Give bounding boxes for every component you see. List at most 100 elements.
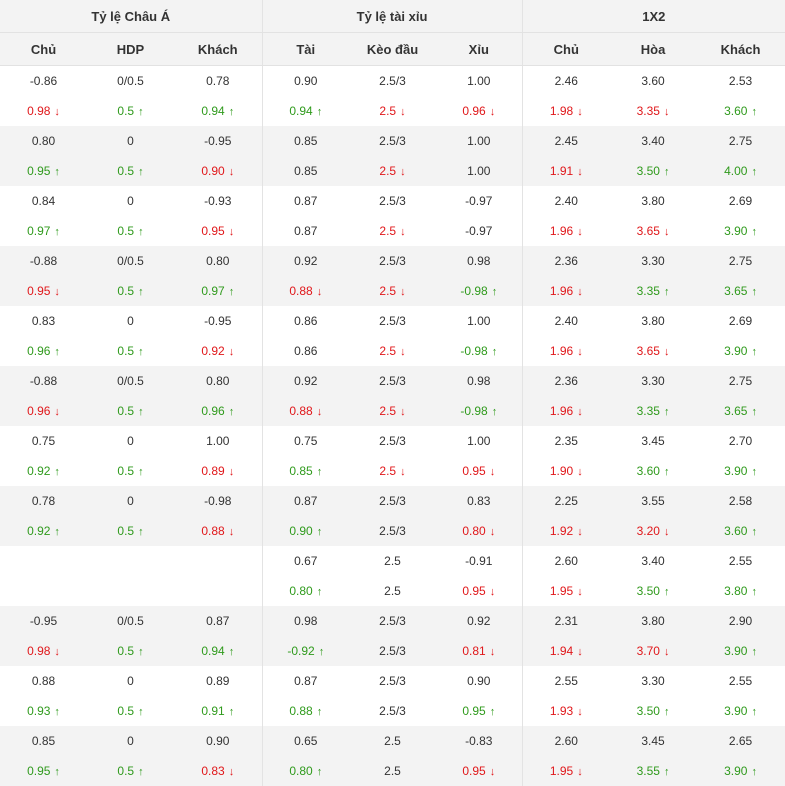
opening-cell-1x2-home: 2.36 — [522, 246, 610, 276]
opening-cell-under: 1.00 — [436, 306, 522, 336]
opening-cell-away — [174, 546, 262, 576]
arrow-up-icon: ↑ — [751, 586, 757, 598]
opening-cell-hdp: 0 — [87, 306, 174, 336]
opening-cell-home: 0.83 — [0, 306, 87, 336]
opening-cell-over: 0.65 — [262, 726, 349, 756]
opening-cell-hdp: 0 — [87, 186, 174, 216]
live-cell-1x2-away: 3.60↑ — [696, 516, 785, 546]
odds-value: 0.88 — [289, 704, 312, 718]
group-header-1x2: 1X2 — [522, 0, 785, 33]
live-cell-hdp: 0.5↑ — [87, 216, 174, 246]
arrow-up-icon: ↑ — [138, 346, 144, 358]
odds-value: 0.95 — [462, 584, 485, 598]
odds-value: 3.65 — [637, 344, 660, 358]
opening-cell-over: 0.86 — [262, 306, 349, 336]
table-row: 0.98↓0.5↑0.94↑0.94↑2.5↓0.96↓1.98↓3.35↓3.… — [0, 96, 785, 126]
live-cell-home: 0.96↑ — [0, 336, 87, 366]
odds-value: 0.80 — [289, 764, 312, 778]
arrow-up-icon: ↑ — [751, 106, 757, 118]
odds-value: 1.96 — [550, 224, 573, 238]
live-cell-1x2-away: 3.90↑ — [696, 336, 785, 366]
live-cell-home: 0.96↓ — [0, 396, 87, 426]
live-cell-1x2-away: 3.65↑ — [696, 396, 785, 426]
live-cell-home: 0.98↓ — [0, 636, 87, 666]
arrow-up-icon: ↑ — [138, 646, 144, 658]
opening-cell-1x2-away: 2.75 — [696, 246, 785, 276]
arrow-down-icon: ↓ — [229, 526, 235, 538]
live-cell-1x2-away: 3.90↑ — [696, 216, 785, 246]
odds-value: 0.96 — [462, 104, 485, 118]
live-cell-line: 2.5↓ — [349, 456, 436, 486]
odds-value: 3.35 — [637, 284, 660, 298]
arrow-down-icon: ↓ — [400, 106, 406, 118]
live-cell-hdp: 0.5↑ — [87, 396, 174, 426]
arrow-up-icon: ↑ — [138, 226, 144, 238]
opening-cell-hdp: 0 — [87, 486, 174, 516]
odds-value: 0.5 — [117, 104, 134, 118]
live-cell-home — [0, 576, 87, 606]
arrow-down-icon: ↓ — [577, 466, 583, 478]
odds-value: 3.35 — [637, 404, 660, 418]
opening-cell-1x2-home: 2.25 — [522, 486, 610, 516]
odds-value: 0.98 — [27, 644, 50, 658]
opening-cell-away: 0.87 — [174, 606, 262, 636]
odds-value: 3.80 — [724, 584, 747, 598]
live-cell-hdp: 0.5↑ — [87, 276, 174, 306]
odds-value: 2.5 — [379, 284, 396, 298]
arrow-down-icon: ↓ — [577, 166, 583, 178]
odds-value: 0.83 — [201, 764, 224, 778]
arrow-up-icon: ↑ — [664, 466, 670, 478]
opening-cell-1x2-away: 2.58 — [696, 486, 785, 516]
odds-value: 0.5 — [117, 764, 134, 778]
odds-value: 0.95 — [27, 284, 50, 298]
arrow-down-icon: ↓ — [54, 106, 60, 118]
odds-value: 1.94 — [550, 644, 573, 658]
opening-cell-over: 0.92 — [262, 246, 349, 276]
arrow-up-icon: ↑ — [664, 706, 670, 718]
opening-cell-home: 0.85 — [0, 726, 87, 756]
live-cell-over: 0.86 — [262, 336, 349, 366]
arrow-up-icon: ↑ — [492, 286, 498, 298]
live-cell-away: 0.91↑ — [174, 696, 262, 726]
live-cell-draw: 3.65↓ — [610, 216, 696, 246]
opening-cell-home: 0.84 — [0, 186, 87, 216]
odds-value: 0.92 — [27, 524, 50, 538]
live-cell-line: 2.5 — [349, 576, 436, 606]
live-cell-under: -0.98↑ — [436, 276, 522, 306]
arrow-down-icon: ↓ — [490, 646, 496, 658]
arrow-up-icon: ↑ — [138, 166, 144, 178]
opening-cell-line: 2.5/3 — [349, 186, 436, 216]
arrow-down-icon: ↓ — [229, 466, 235, 478]
arrow-down-icon: ↓ — [400, 346, 406, 358]
odds-value: 0.95 — [462, 704, 485, 718]
opening-cell-line: 2.5/3 — [349, 426, 436, 456]
live-cell-home: 0.97↑ — [0, 216, 87, 246]
arrow-up-icon: ↑ — [492, 406, 498, 418]
arrow-down-icon: ↓ — [229, 346, 235, 358]
odds-value: 2.5 — [384, 584, 401, 598]
arrow-up-icon: ↑ — [751, 646, 757, 658]
opening-cell-draw: 3.40 — [610, 126, 696, 156]
arrow-down-icon: ↓ — [664, 346, 670, 358]
opening-cell-over: 0.98 — [262, 606, 349, 636]
odds-value: 0.94 — [201, 644, 224, 658]
live-cell-draw: 3.35↑ — [610, 276, 696, 306]
odds-value: 1.91 — [550, 164, 573, 178]
arrow-up-icon: ↑ — [138, 706, 144, 718]
live-cell-home: 0.95↑ — [0, 156, 87, 186]
opening-cell-over: 0.75 — [262, 426, 349, 456]
opening-cell-line: 2.5/3 — [349, 126, 436, 156]
live-cell-1x2-home: 1.96↓ — [522, 336, 610, 366]
odds-value: 0.89 — [201, 464, 224, 478]
opening-cell-hdp: 0/0.5 — [87, 606, 174, 636]
live-cell-under: -0.98↑ — [436, 396, 522, 426]
opening-cell-under: 1.00 — [436, 126, 522, 156]
arrow-up-icon: ↑ — [229, 106, 235, 118]
col-header-1x2-home: Chủ — [522, 33, 610, 66]
arrow-up-icon: ↑ — [54, 346, 60, 358]
live-cell-line: 2.5↓ — [349, 156, 436, 186]
